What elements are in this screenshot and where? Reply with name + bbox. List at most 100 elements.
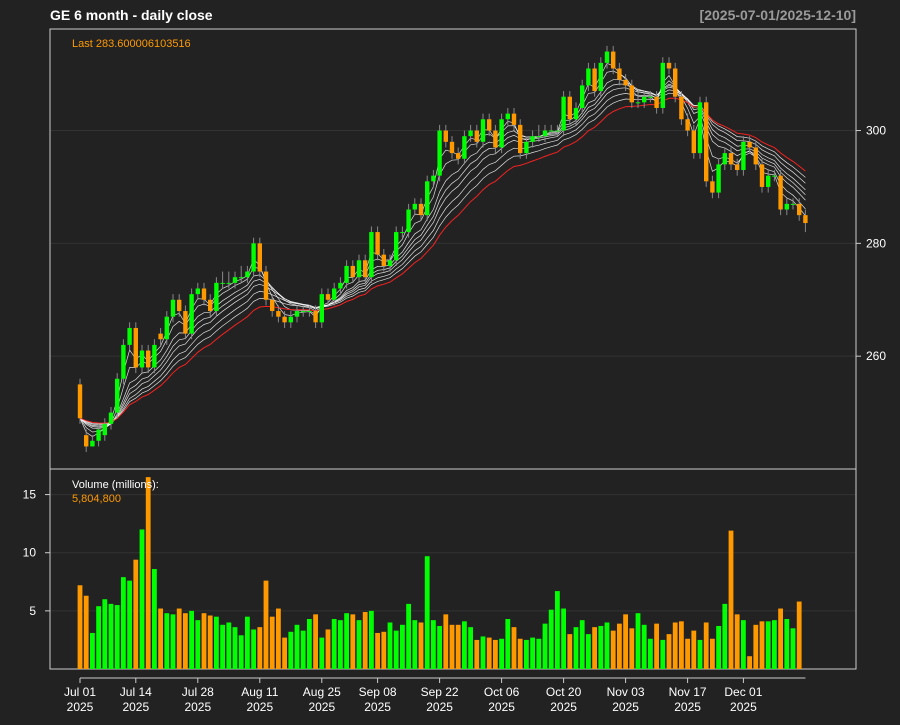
x-tick-label-9: Nov 03	[607, 685, 645, 699]
volume-bar-2	[90, 632, 95, 669]
candle-83	[592, 62, 597, 97]
volume-bar-68	[499, 638, 504, 669]
price-tick-label-2: 300	[866, 124, 886, 138]
volume-bar-17	[183, 613, 188, 669]
volume-bar-87	[617, 623, 622, 669]
volume-bar-29	[257, 627, 263, 669]
volume-bar-84	[598, 625, 604, 669]
volume-bar-91	[641, 624, 647, 669]
candle-body-83	[592, 68, 597, 92]
volume-bar-37	[307, 619, 312, 669]
volume-bar-25	[232, 627, 238, 669]
volume-bar-81	[579, 620, 585, 669]
candle-0	[77, 378, 83, 424]
candle-body-117	[803, 215, 808, 224]
candle-body-45	[356, 260, 362, 278]
candle-body-66	[487, 119, 492, 131]
candle-body-20	[201, 288, 207, 300]
candle-2	[90, 435, 95, 447]
candle-92	[648, 91, 653, 103]
candle-body-18	[189, 294, 194, 334]
candle-70	[511, 107, 517, 131]
candle-body-110	[759, 164, 765, 187]
candle-30	[263, 265, 269, 306]
candle-body-57	[431, 175, 436, 182]
candle-12	[152, 339, 157, 374]
candle-77	[555, 124, 560, 137]
candle-body-92	[648, 96, 653, 98]
candle-body-4	[102, 423, 107, 436]
candle-body-97	[679, 96, 684, 120]
candle-81	[580, 79, 585, 114]
candle-body-23	[220, 282, 225, 284]
candle-113	[778, 170, 783, 216]
volume-bar-series	[77, 477, 802, 669]
candle-103	[716, 158, 721, 199]
volume-bar-26	[238, 635, 244, 669]
candle-body-63	[468, 130, 473, 137]
candle-body-103	[716, 164, 721, 193]
candle-84	[598, 57, 603, 97]
candle-body-115	[790, 203, 796, 205]
volume-bar-66	[486, 637, 492, 669]
candle-79	[567, 91, 572, 125]
candle-57	[431, 170, 436, 187]
candle-body-32	[276, 311, 281, 317]
candle-body-58	[437, 130, 442, 176]
candle-29	[257, 237, 262, 278]
volume-bar-108	[747, 656, 752, 669]
volume-bar-54	[412, 620, 418, 669]
volume-bar-48	[375, 632, 380, 669]
candle-112	[772, 170, 777, 182]
candle-body-99	[691, 130, 696, 154]
volume-bar-65	[480, 636, 486, 669]
candle-93	[654, 91, 659, 114]
volume-bar-41	[331, 619, 337, 669]
candle-48	[375, 226, 380, 261]
volume-bar-83	[592, 627, 597, 669]
candle-body-100	[697, 102, 703, 154]
candle-34	[288, 311, 293, 328]
candle-body-112	[772, 175, 777, 177]
candle-66	[487, 113, 492, 137]
volume-bar-42	[338, 620, 343, 669]
volume-bar-33	[282, 637, 287, 669]
volume-bar-85	[604, 622, 610, 669]
candle-88	[623, 74, 628, 92]
x-tick-year-8: 2025	[550, 700, 577, 714]
candle-67	[493, 124, 498, 154]
volume-bar-61	[455, 624, 461, 669]
volume-bar-95	[666, 634, 672, 669]
candle-body-116	[797, 203, 802, 216]
candle-89	[629, 79, 634, 108]
candle-body-73	[530, 136, 535, 142]
volume-bar-44	[350, 614, 356, 669]
candle-body-2	[90, 440, 95, 447]
volume-bar-115	[790, 628, 796, 669]
candle-body-114	[784, 203, 789, 210]
candle-body-44	[350, 265, 355, 278]
candle-105	[728, 147, 734, 171]
candle-74	[536, 124, 541, 142]
candle-61	[456, 147, 461, 165]
candle-10	[139, 344, 145, 374]
candle-body-24	[226, 282, 231, 284]
candle-body-59	[443, 130, 448, 142]
volume-bar-8	[127, 580, 132, 669]
candle-110	[759, 158, 765, 193]
candle-7	[121, 339, 126, 385]
volume-bar-24	[226, 622, 232, 669]
volume-bar-74	[536, 638, 542, 669]
candle-75	[542, 124, 548, 142]
volume-bar-30	[263, 580, 269, 669]
x-tick-label-4: Aug 25	[303, 685, 341, 699]
x-tick-label-2: Jul 28	[182, 685, 214, 699]
candle-19	[195, 282, 200, 300]
candle-102	[710, 175, 715, 199]
volume-bar-6	[114, 605, 120, 669]
candle-53	[406, 203, 411, 238]
candle-106	[735, 158, 740, 176]
volume-bar-55	[418, 622, 424, 669]
candle-23	[220, 271, 225, 289]
